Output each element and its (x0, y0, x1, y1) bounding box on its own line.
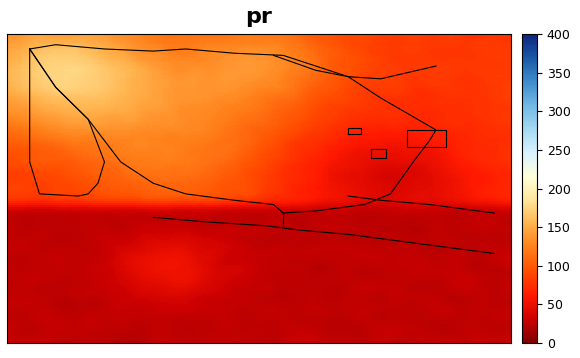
Title: pr: pr (245, 7, 272, 27)
